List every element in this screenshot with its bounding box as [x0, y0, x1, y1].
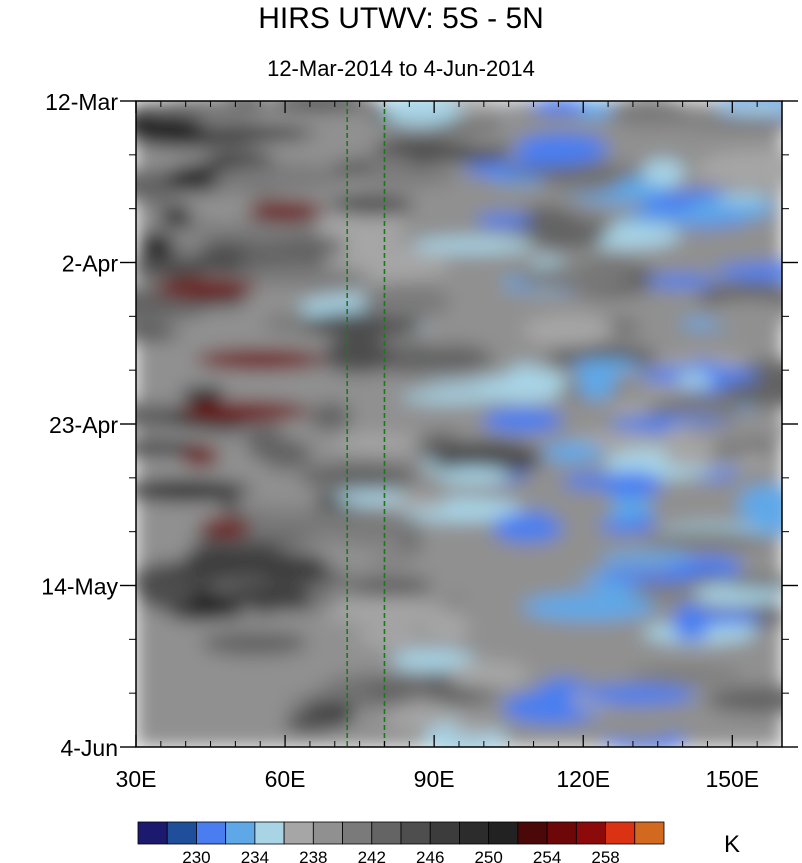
colorbar-swatch: [137, 821, 168, 845]
x-tick-label: 150E: [705, 766, 759, 792]
colorbar-label: 254: [533, 848, 561, 863]
colorbar-label: 246: [416, 848, 444, 863]
colorbar-swatch: [575, 821, 606, 845]
x-tick-label: 90E: [414, 766, 455, 792]
colorbar-swatch: [225, 821, 256, 845]
colorbar-swatch: [400, 821, 431, 845]
colorbar-swatch: [634, 821, 665, 845]
colorbar-label: 230: [182, 848, 210, 863]
colorbar-swatch: [605, 821, 636, 845]
colorbar-swatch: [166, 821, 197, 845]
colorbar-label: 250: [474, 848, 502, 863]
x-tick-label: 120E: [556, 766, 610, 792]
y-tick-label: 12-Mar: [45, 89, 118, 115]
colorbar-unit: K: [724, 831, 740, 858]
y-tick-label: 14-May: [41, 574, 118, 600]
colorbar-label: 234: [241, 848, 269, 863]
y-tick-label: 23-Apr: [49, 412, 118, 438]
heatmap-field: [136, 101, 782, 747]
colorbar-swatch: [283, 821, 314, 845]
colorbar-swatch: [459, 821, 490, 845]
colorbar-swatch: [517, 821, 548, 845]
x-tick-label: 30E: [116, 766, 157, 792]
y-tick-label: 4-Jun: [60, 735, 118, 761]
colorbar-swatch: [488, 821, 519, 845]
colorbar-swatch: [429, 821, 460, 845]
colorbar-swatch: [546, 821, 577, 845]
colorbar-label: 238: [299, 848, 327, 863]
colorbar-label: 258: [591, 848, 619, 863]
colorbar-label: 242: [358, 848, 386, 863]
colorbar-swatch: [196, 821, 227, 845]
x-tick-label: 60E: [265, 766, 306, 792]
chart-subtitle: 12-Mar-2014 to 4-Jun-2014: [267, 56, 535, 81]
y-tick-label: 2-Apr: [62, 251, 119, 277]
plot-axes: 30E 60E 90E 120E 150E 12-Mar 2-Apr 23-Apr 14-May…: [41, 89, 798, 792]
colorbar-swatch: [254, 821, 285, 845]
colorbar-swatch: [312, 821, 343, 845]
reference-lines: [346, 101, 386, 747]
colorbar-swatch: [342, 821, 373, 845]
colorbar: 230 234 238 242 246 250 254 258 K: [137, 821, 740, 863]
colorbar-swatch: [371, 821, 402, 845]
chart-title: HIRS UTWV: 5S - 5N: [258, 2, 544, 35]
